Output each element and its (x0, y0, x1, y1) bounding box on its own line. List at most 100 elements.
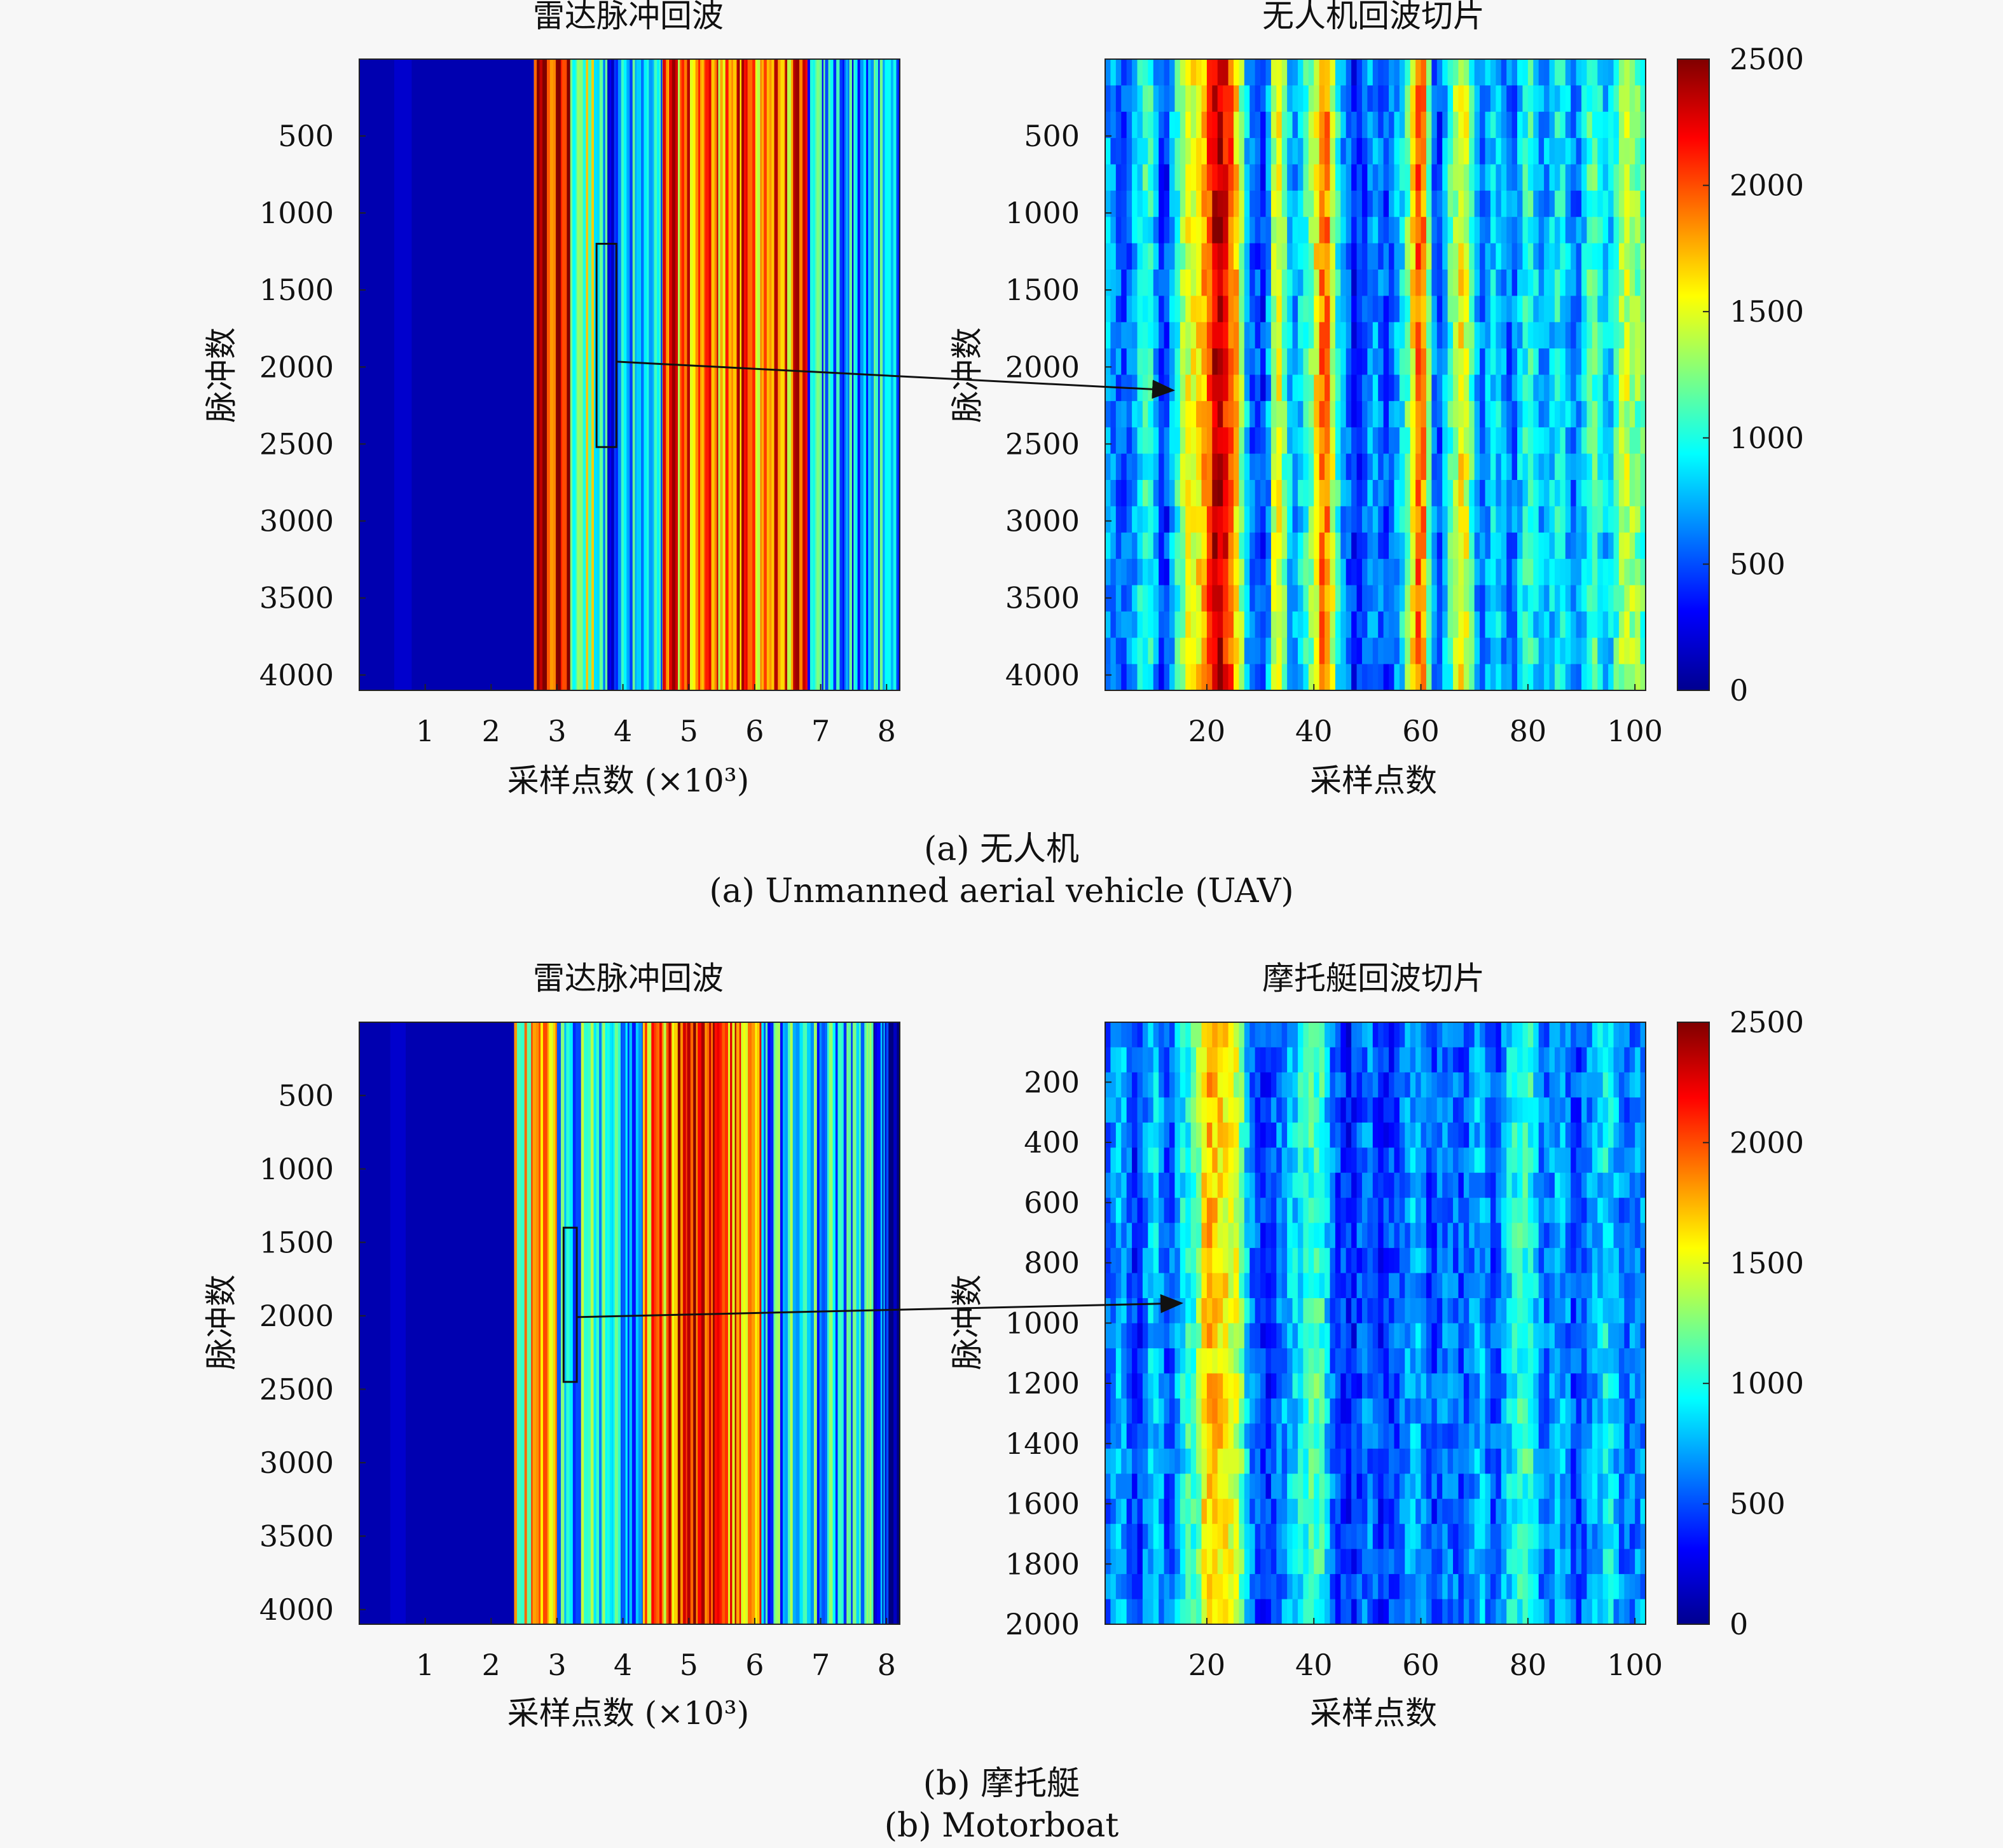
chart-b-slice-cell-47-18 (1356, 1474, 1363, 1500)
chart-b-slice-cell-64-8 (1447, 1222, 1454, 1249)
chart-b-slice-cell-56-16 (1405, 1423, 1411, 1449)
chart-a-full-ylabel: 脉冲数 (203, 327, 240, 423)
chart-a-full-xtick-label-7: 8 (878, 714, 896, 748)
chart-b-slice-cell-51-11 (1378, 1298, 1384, 1324)
chart-a-slice-cell-60-4 (1426, 164, 1432, 191)
chart-a-slice-cell-74-18 (1501, 532, 1507, 559)
chart-a-slice-cell-87-21 (1571, 611, 1577, 638)
chart-b-slice-cell-85-12 (1560, 1323, 1566, 1349)
chart-a-slice-cell-58-14 (1415, 427, 1422, 455)
chart-b-full-stripe-3-15 (671, 1022, 675, 1624)
chart-b-slice-cell-66-6 (1458, 1172, 1464, 1198)
chart-a-slice-cell-11-23 (1164, 664, 1170, 691)
chart-b-slice-cell-21-13 (1217, 1348, 1223, 1374)
chart-b-slice-cell-59-10 (1421, 1273, 1427, 1299)
chart-a-slice-cell-28-2 (1255, 111, 1261, 139)
chart-a-slice-cell-49-10 (1367, 322, 1373, 349)
chart-a-slice-cell-41-13 (1325, 400, 1330, 428)
chart-a-slice-cell-62-1 (1436, 85, 1443, 113)
chart-b-full-stripe-4-9 (782, 1022, 785, 1624)
chart-b-slice-cell-8-19 (1148, 1498, 1154, 1524)
chart-a-slice-cell-85-14 (1560, 427, 1566, 455)
chart-b-slice-cell-38-0 (1308, 1022, 1314, 1048)
chart-b-full-stripe-3-26 (698, 1022, 702, 1624)
chart-a-slice-cell-50-5 (1372, 190, 1379, 217)
chart-a-slice-cell-26-18 (1244, 532, 1250, 559)
chart-a-slice-cell-55-23 (1399, 664, 1405, 691)
chart-b-slice-cell-2-6 (1115, 1172, 1122, 1198)
chart-a-slice-cell-84-4 (1554, 164, 1560, 191)
chart-b-slice-cell-20-2 (1212, 1072, 1218, 1098)
chart-a-slice-cell-91-14 (1592, 427, 1598, 455)
chart-a-full-stripe-4-17 (702, 59, 705, 690)
chart-a-slice-cell-76-23 (1511, 664, 1518, 691)
chart-b-slice-cell-62-9 (1436, 1248, 1443, 1274)
chart-a-slice-cell-12-13 (1169, 400, 1175, 428)
chart-b-slice-cell-42-0 (1330, 1022, 1336, 1048)
chart-a-slice-cell-25-10 (1239, 322, 1245, 349)
chart-a-slice-cell-62-16 (1436, 480, 1443, 507)
chart-b-slice-cell-39-2 (1314, 1072, 1320, 1098)
chart-a-slice-cell-86-2 (1565, 111, 1571, 139)
chart-a-slice-cell-54-23 (1394, 664, 1400, 691)
chart-b-slice-cell-46-0 (1351, 1022, 1358, 1048)
chart-a-slice-cell-15-2 (1185, 111, 1192, 139)
chart-a-slice-cell-63-5 (1442, 190, 1449, 217)
chart-b-slice-cell-34-15 (1287, 1398, 1293, 1424)
chart-b-full-stripe-2-10 (586, 1022, 589, 1624)
chart-a-slice-cell-51-3 (1378, 138, 1384, 165)
chart-a-slice-cell-42-15 (1330, 453, 1336, 481)
chart-a-slice-cell-93-4 (1602, 164, 1609, 191)
chart-b-slice-cell-57-16 (1410, 1423, 1416, 1449)
chart-b-slice-cell-39-6 (1314, 1172, 1320, 1198)
chart-b-slice-cell-30-5 (1265, 1147, 1272, 1174)
chart-a-slice-cell-54-17 (1394, 506, 1400, 533)
chart-b-slice-cell-67-2 (1463, 1072, 1470, 1098)
chart-b-slice-cell-12-13 (1169, 1348, 1175, 1374)
chart-a-slice-cell-89-13 (1581, 400, 1587, 428)
chart-b-slice-cell-1-6 (1110, 1172, 1117, 1198)
chart-b-slice-cell-15-0 (1185, 1022, 1192, 1048)
chart-a-slice-cell-60-6 (1426, 217, 1432, 244)
chart-a-slice-cell-37-12 (1303, 374, 1309, 402)
chart-a-slice-cell-22-7 (1223, 243, 1229, 270)
chart-a-slice-cell-53-16 (1389, 480, 1394, 507)
chart-b-slice-cell-41-17 (1325, 1448, 1330, 1474)
chart-a-slice-cell-98-0 (1629, 59, 1635, 86)
chart-a-slice-cell-57-12 (1410, 374, 1416, 402)
chart-b-slice-cell-80-19 (1533, 1498, 1539, 1524)
chart-b-slice-cell-66-2 (1458, 1072, 1464, 1098)
chart-a-slice-cell-51-10 (1378, 322, 1384, 349)
chart-a-slice-cell-81-0 (1538, 59, 1545, 86)
chart-b-slice-cell-45-5 (1346, 1147, 1352, 1174)
chart-a-slice-cell-73-15 (1496, 453, 1502, 481)
chart-a-slice-cell-74-8 (1501, 270, 1507, 296)
chart-b-slice-cell-57-22 (1410, 1574, 1416, 1600)
chart-b-slice-cell-0-14 (1105, 1373, 1111, 1399)
chart-b-slice-cell-86-22 (1565, 1574, 1571, 1600)
chart-b-slice-cell-20-1 (1212, 1047, 1218, 1073)
chart-a-full-stripe-2-4 (579, 59, 583, 690)
chart-b-slice-cell-58-6 (1415, 1172, 1422, 1198)
chart-b-slice-cell-42-6 (1330, 1172, 1336, 1198)
chart-b-slice-cell-80-13 (1533, 1348, 1539, 1374)
chart-a-slice-cell-5-20 (1132, 585, 1138, 612)
chart-b-slice-cell-64-13 (1447, 1348, 1454, 1374)
chart-a-full-stripe-5-1 (809, 59, 814, 690)
chart-b-slice-cell-20-12 (1212, 1323, 1218, 1349)
chart-a-slice-cell-72-11 (1490, 348, 1496, 375)
chart-b-slice-cell-57-9 (1410, 1248, 1416, 1274)
chart-a-slice-cell-60-3 (1426, 138, 1432, 165)
chart-a-slice-cell-98-23 (1629, 664, 1635, 691)
chart-b-slice-cell-55-21 (1399, 1549, 1405, 1575)
chart-b-slice-cell-18-16 (1201, 1423, 1208, 1449)
chart-b-slice-cell-30-4 (1265, 1122, 1272, 1148)
chart-a-slice-cell-26-6 (1244, 217, 1250, 244)
chart-b-slice-cell-1-19 (1110, 1498, 1117, 1524)
chart-a-slice-cell-83-11 (1549, 348, 1555, 375)
chart-a-slice-cell-97-0 (1624, 59, 1630, 86)
chart-a-slice-cell-19-23 (1206, 664, 1213, 691)
chart-a-slice-cell-66-15 (1458, 453, 1464, 481)
chart-b-slice-cell-67-12 (1463, 1323, 1470, 1349)
chart-a-slice-cell-95-11 (1613, 348, 1620, 375)
